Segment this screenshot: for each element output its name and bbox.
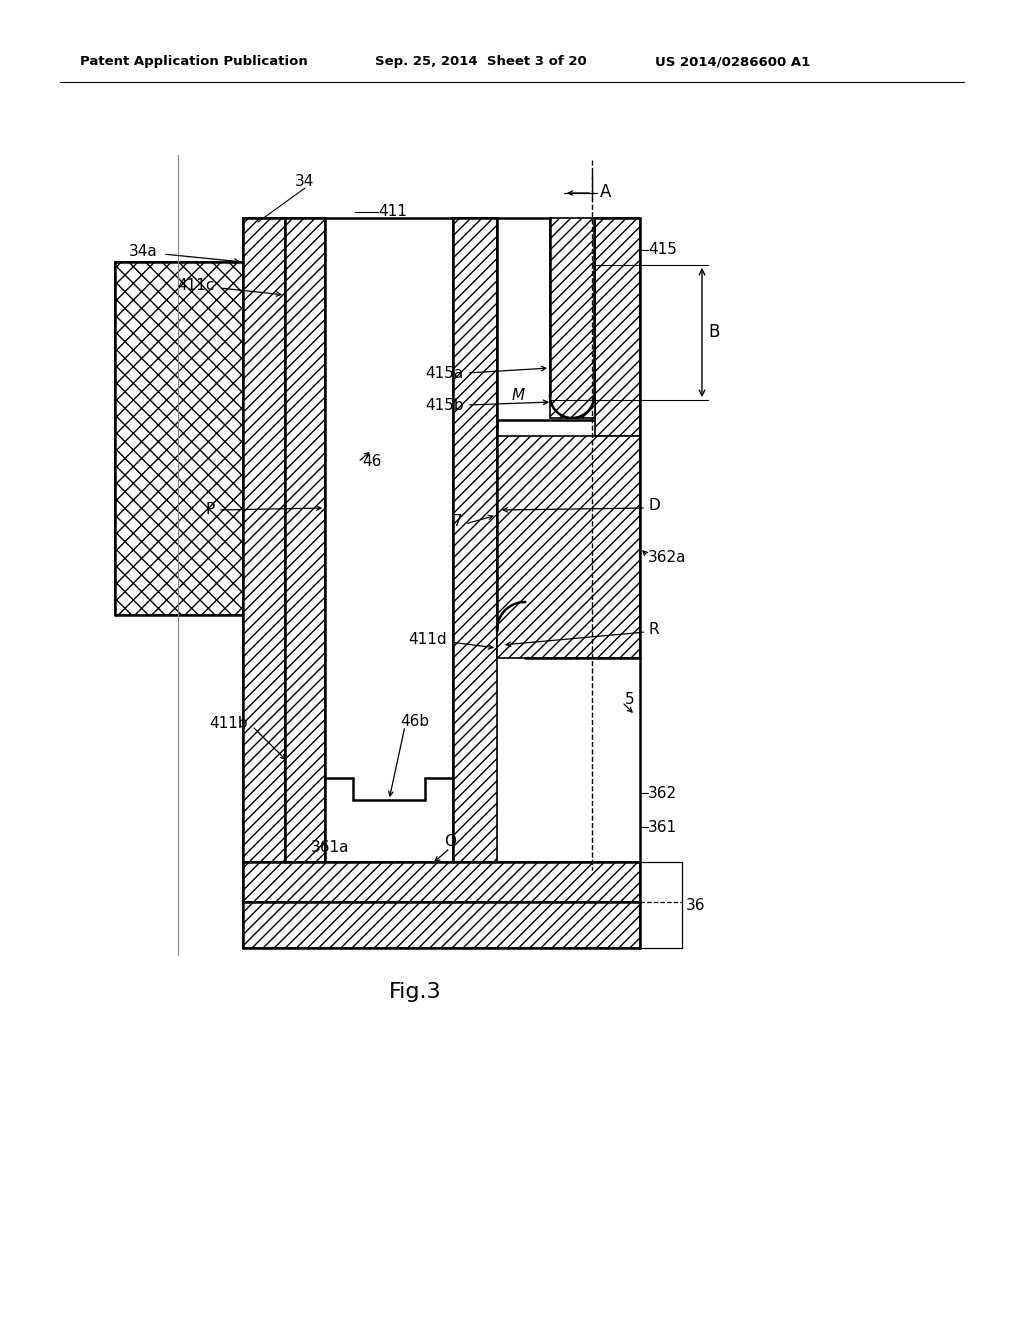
Text: R: R — [648, 623, 658, 638]
Text: 411: 411 — [378, 205, 407, 219]
Text: 46: 46 — [362, 454, 381, 470]
Text: 411d: 411d — [409, 632, 447, 648]
Bar — [497, 436, 640, 657]
Bar — [243, 862, 640, 902]
Text: Fig.3: Fig.3 — [389, 982, 441, 1002]
Text: 415: 415 — [648, 243, 677, 257]
Text: Q: Q — [444, 834, 456, 850]
Text: 46b: 46b — [400, 714, 429, 730]
Text: 5: 5 — [625, 693, 635, 708]
Text: 411c: 411c — [177, 279, 215, 293]
Text: 415b: 415b — [425, 397, 464, 412]
Text: A: A — [600, 183, 611, 201]
Text: US 2014/0286600 A1: US 2014/0286600 A1 — [655, 55, 810, 69]
Bar — [453, 218, 497, 862]
Text: M: M — [512, 388, 525, 403]
Text: 361a: 361a — [310, 840, 349, 854]
Text: 411b: 411b — [209, 715, 248, 730]
Text: 7: 7 — [453, 515, 462, 529]
Text: B: B — [708, 323, 720, 341]
Bar — [595, 218, 640, 436]
Text: 34a: 34a — [129, 244, 158, 260]
Text: 362a: 362a — [648, 550, 686, 565]
Text: 34: 34 — [295, 174, 314, 190]
Text: 36: 36 — [686, 898, 706, 912]
Text: P: P — [206, 503, 215, 517]
Bar — [243, 902, 640, 948]
Text: Sep. 25, 2014  Sheet 3 of 20: Sep. 25, 2014 Sheet 3 of 20 — [375, 55, 587, 69]
Text: Patent Application Publication: Patent Application Publication — [80, 55, 308, 69]
Bar — [243, 218, 285, 862]
Text: D: D — [648, 499, 659, 513]
Bar — [285, 218, 325, 862]
Text: 415a: 415a — [426, 366, 464, 380]
Bar — [550, 218, 595, 418]
Text: 362: 362 — [648, 785, 677, 800]
Text: 361: 361 — [648, 820, 677, 834]
Bar — [115, 261, 243, 615]
